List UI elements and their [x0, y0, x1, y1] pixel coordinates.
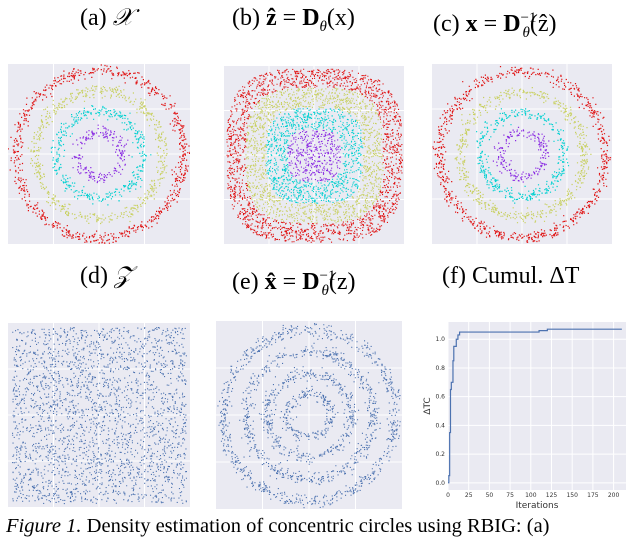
- panel-b-theta: θ: [319, 18, 327, 35]
- ring-2-points: [50, 105, 152, 206]
- panel-a-title: (a) 𝒳: [80, 4, 133, 32]
- panel-e-arg: (z): [328, 269, 356, 295]
- plot-b-svg: [224, 66, 404, 244]
- ring-3: [27, 85, 168, 225]
- ring-3: [454, 87, 592, 224]
- y-tick-label: 0.8: [435, 365, 445, 372]
- y-axis-label: ΔTC: [423, 397, 433, 414]
- plot-c-svg: [432, 64, 612, 244]
- plot-b: [224, 66, 404, 244]
- synth-ring-1: [279, 385, 339, 447]
- x-tick-label: 75: [506, 492, 514, 499]
- panel-b-eq: =: [282, 5, 297, 31]
- ring-1-points: [492, 126, 550, 183]
- x-tick-label: 125: [546, 492, 558, 499]
- x-axis-label: Iterations: [516, 501, 559, 511]
- panel-f-title: (f) Cumul. ΔT: [442, 262, 579, 290]
- panel-e-inv: −1: [319, 268, 336, 284]
- shell-1: [287, 129, 342, 182]
- plot-e: [216, 321, 402, 509]
- x-tick-label: 25: [465, 492, 473, 499]
- plot-a: [8, 64, 190, 244]
- panel-a-symbol: 𝒳: [112, 5, 134, 31]
- uniform-samples: [12, 327, 187, 505]
- ring-1-points: [71, 124, 130, 184]
- panel-b-arg: (x): [326, 5, 355, 31]
- panel-d-label: (d): [80, 263, 108, 289]
- plot-d: [8, 323, 190, 507]
- plot-d-svg: [8, 323, 190, 507]
- panel-b-zhat: ẑ: [265, 5, 277, 31]
- caption-text: Density estimation of concentric circles…: [81, 515, 550, 537]
- y-tick-label: 1.0: [435, 336, 445, 343]
- panel-a-label: (a): [80, 5, 107, 31]
- panel-e-title: (e) x̂ = D−1θ(z): [232, 262, 356, 305]
- panel-e-eq: =: [282, 269, 297, 295]
- panel-b-D: D: [302, 5, 320, 31]
- panel-c-x: x: [465, 11, 478, 37]
- shell-1-points: [287, 129, 342, 182]
- y-tick-label: 0.4: [435, 422, 445, 429]
- panel-c-inv: −1: [520, 10, 537, 26]
- series-line: [448, 328, 622, 484]
- synth-ring-1-points: [279, 385, 339, 447]
- y-tick-label: 0.2: [435, 451, 445, 458]
- panel-f-label: (f): [442, 263, 466, 289]
- x-tick-label: 150: [566, 492, 578, 499]
- synth-ring-3-points: [239, 342, 381, 486]
- panel-f-text: Cumul. ΔT: [471, 263, 580, 289]
- ring-2-points: [476, 108, 570, 204]
- panel-e-D: D: [302, 269, 320, 295]
- plot-e-svg: [216, 321, 402, 509]
- ring-3-points: [27, 85, 168, 225]
- x-tick-label: 0: [446, 492, 450, 499]
- uniform-samples-points: [12, 327, 187, 505]
- y-tick-label: 0.6: [435, 394, 445, 401]
- panel-c-label: (c): [433, 11, 460, 37]
- plot-f: 0 25 50 75 100 125 150 175 200 0.0 0.2 0.4 0.6 0.8 1.0…: [420, 314, 635, 512]
- synth-ring-3: [239, 342, 381, 486]
- panel-d-symbol: 𝒵: [113, 263, 133, 289]
- x-tick-label: 100: [525, 492, 537, 499]
- panel-e-label: (e): [232, 269, 259, 295]
- ring-2: [476, 108, 570, 204]
- x-tick-label: 200: [608, 492, 620, 499]
- panel-c-D: D: [503, 11, 521, 37]
- ring-3-points: [454, 87, 592, 224]
- plot-area: [448, 322, 626, 490]
- panel-b-title: (b) ẑ = Dθ(x): [232, 4, 355, 41]
- ring-1: [492, 126, 550, 183]
- panel-c-theta: θ: [522, 24, 530, 41]
- panel-c-title: (c) x = D−1θ(ẑ): [433, 4, 557, 47]
- y-tick-label: 0.0: [435, 480, 445, 487]
- shell-3-points: [245, 87, 384, 224]
- panel-b-label: (b): [232, 5, 260, 31]
- panel-d-title: (d) 𝒵: [80, 262, 132, 290]
- plot-c: [432, 64, 612, 244]
- ring-2: [50, 105, 152, 206]
- panel-c-eq: =: [483, 11, 498, 37]
- plot-f-svg: 0 25 50 75 100 125 150 175 200 0.0 0.2 0.4 0.6 0.8 1.0…: [423, 322, 626, 511]
- panel-c-arg: (ẑ): [529, 11, 557, 37]
- caption-label: Figure 1.: [6, 515, 82, 537]
- shell-3: [245, 87, 384, 224]
- panel-e-xhat: x̂: [264, 269, 277, 295]
- plot-a-svg: [8, 64, 190, 244]
- panel-e-theta: θ: [321, 282, 329, 299]
- figure-caption: Figure 1. Density estimation of concentr…: [6, 512, 550, 540]
- ring-1: [71, 124, 130, 184]
- x-tick-label: 175: [587, 492, 599, 499]
- x-tick-label: 50: [486, 492, 494, 499]
